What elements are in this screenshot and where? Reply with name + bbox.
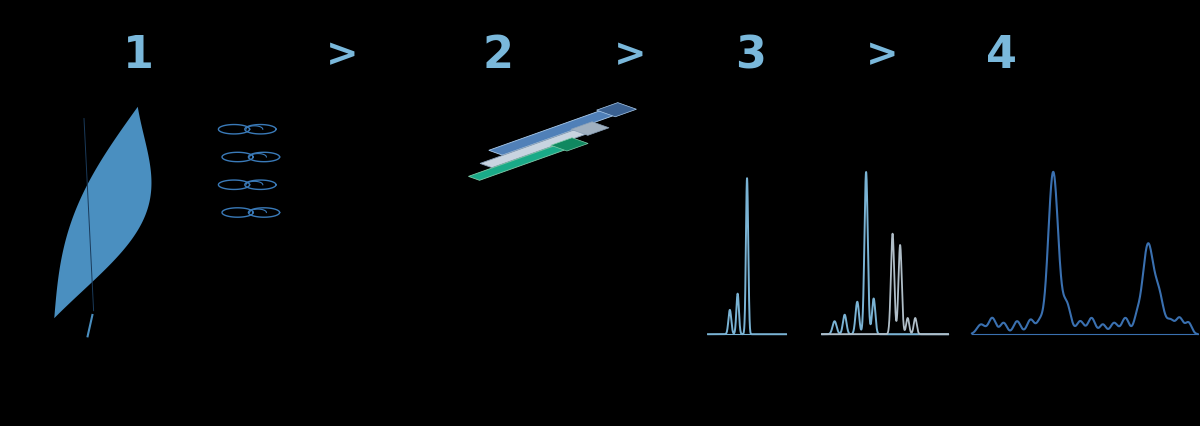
Polygon shape — [468, 147, 564, 181]
Polygon shape — [54, 107, 151, 319]
Polygon shape — [480, 131, 586, 168]
Text: >: > — [865, 37, 899, 74]
Polygon shape — [551, 138, 588, 152]
Polygon shape — [571, 122, 610, 136]
Text: 3: 3 — [734, 34, 766, 77]
Polygon shape — [596, 104, 636, 118]
Text: >: > — [325, 37, 359, 74]
Text: 2: 2 — [482, 34, 514, 77]
Text: >: > — [613, 37, 647, 74]
Text: 1: 1 — [122, 34, 154, 77]
Text: 4: 4 — [986, 34, 1018, 77]
Polygon shape — [488, 112, 613, 156]
